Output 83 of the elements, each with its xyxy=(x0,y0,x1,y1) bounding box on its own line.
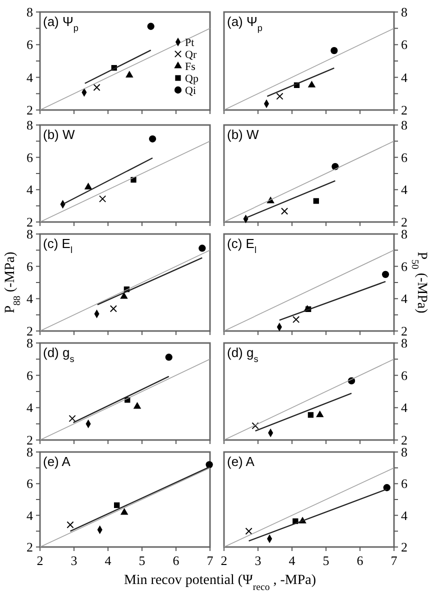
y-tick-label: 6 xyxy=(26,150,34,165)
y-tick-label: 6 xyxy=(401,150,408,165)
y-tick-label: 8 xyxy=(401,4,408,20)
point xyxy=(206,461,213,468)
x-tick-label: 5 xyxy=(138,553,146,568)
y-tick-label: 4 xyxy=(401,182,408,198)
legend-label: Qi xyxy=(185,84,196,97)
point xyxy=(330,46,338,54)
y-tick-label: 2 xyxy=(401,102,408,118)
point xyxy=(126,70,134,78)
y-tick-label: 4 xyxy=(401,291,408,306)
legend-label: Pt xyxy=(185,36,194,49)
chart-title: (a) Ψ$_{p}$ xyxy=(227,14,262,33)
y-tick-label: 2 xyxy=(26,102,33,118)
y-tick-label: 6 xyxy=(26,476,34,492)
point xyxy=(316,410,324,418)
legend-label: Qr xyxy=(185,48,197,61)
point xyxy=(133,402,142,409)
y-tick-label: 4 xyxy=(26,291,34,306)
y-tick-label: 8 xyxy=(401,118,408,133)
point xyxy=(120,508,128,515)
y-tick-label: 6 xyxy=(26,258,34,274)
legend-label: Qp xyxy=(185,72,199,85)
y-tick-label: 4 xyxy=(26,70,34,85)
y-tick-label: 4 xyxy=(26,400,34,416)
x-tick-label: 2 xyxy=(220,553,228,568)
y-tick-label: 6 xyxy=(26,368,34,383)
point xyxy=(148,135,156,142)
y-tick-label: 6 xyxy=(401,258,408,274)
legend-label: Fs xyxy=(185,60,196,73)
x-tick-label: 6 xyxy=(172,553,180,568)
point xyxy=(93,84,100,92)
chart-title: (b) W xyxy=(43,127,76,142)
y-tick-label: 4 xyxy=(401,400,408,416)
point xyxy=(313,198,319,204)
y-tick-label: 6 xyxy=(26,37,34,52)
point xyxy=(114,502,120,508)
y-tick-label: 4 xyxy=(401,70,408,85)
point xyxy=(147,22,154,30)
chart-title: (e) A xyxy=(43,454,71,469)
chart-title: (b) W xyxy=(227,127,260,142)
chart-title: (e) A xyxy=(227,454,255,469)
chart-title: (d) g$_{s}$ xyxy=(227,345,259,364)
x-axis-title: Min recov potential (Ψ$_{reco}$ , -MPa) xyxy=(124,573,316,592)
chart-title: (a) Ψ$_{p}$ xyxy=(43,14,78,33)
point xyxy=(68,414,76,422)
x-tick-label: 3 xyxy=(70,553,78,568)
chart-title: (c) E$_{l}$ xyxy=(227,236,256,255)
x-tick-label: 6 xyxy=(356,553,364,568)
y-tick-label: 2 xyxy=(26,540,33,555)
x-tick-label: 4 xyxy=(288,553,296,568)
point xyxy=(280,208,288,215)
y-tick-label: 8 xyxy=(26,4,33,20)
point xyxy=(84,182,92,190)
y-tick-label: 2 xyxy=(401,540,408,555)
x-tick-label: 7 xyxy=(390,553,398,568)
point xyxy=(308,80,316,88)
point xyxy=(308,412,314,418)
y-tick-label: 4 xyxy=(26,182,34,198)
y-tick-label: 6 xyxy=(401,368,408,383)
y-tick-label: 6 xyxy=(401,37,408,52)
point xyxy=(165,354,172,361)
x-tick-label: 3 xyxy=(254,553,262,568)
y-tick-label: 6 xyxy=(401,476,408,492)
x-tick-label: 5 xyxy=(322,553,330,568)
point xyxy=(198,244,206,252)
x-tick-label: 2 xyxy=(36,553,44,568)
point xyxy=(66,521,74,528)
chart-title: (d) g$_{s}$ xyxy=(43,345,75,364)
x-tick-label: 4 xyxy=(104,553,112,568)
point xyxy=(120,292,128,299)
point xyxy=(110,305,117,312)
x-tick-label: 7 xyxy=(206,553,214,568)
point xyxy=(276,92,284,100)
chart-title: (c) E$_{l}$ xyxy=(43,236,72,255)
point xyxy=(99,195,106,202)
y-tick-label: 4 xyxy=(401,508,408,523)
point xyxy=(245,528,252,535)
y-tick-label: 8 xyxy=(26,118,33,133)
y-tick-label: 4 xyxy=(26,508,34,523)
point xyxy=(382,270,390,278)
point xyxy=(252,422,259,430)
point xyxy=(292,316,300,324)
